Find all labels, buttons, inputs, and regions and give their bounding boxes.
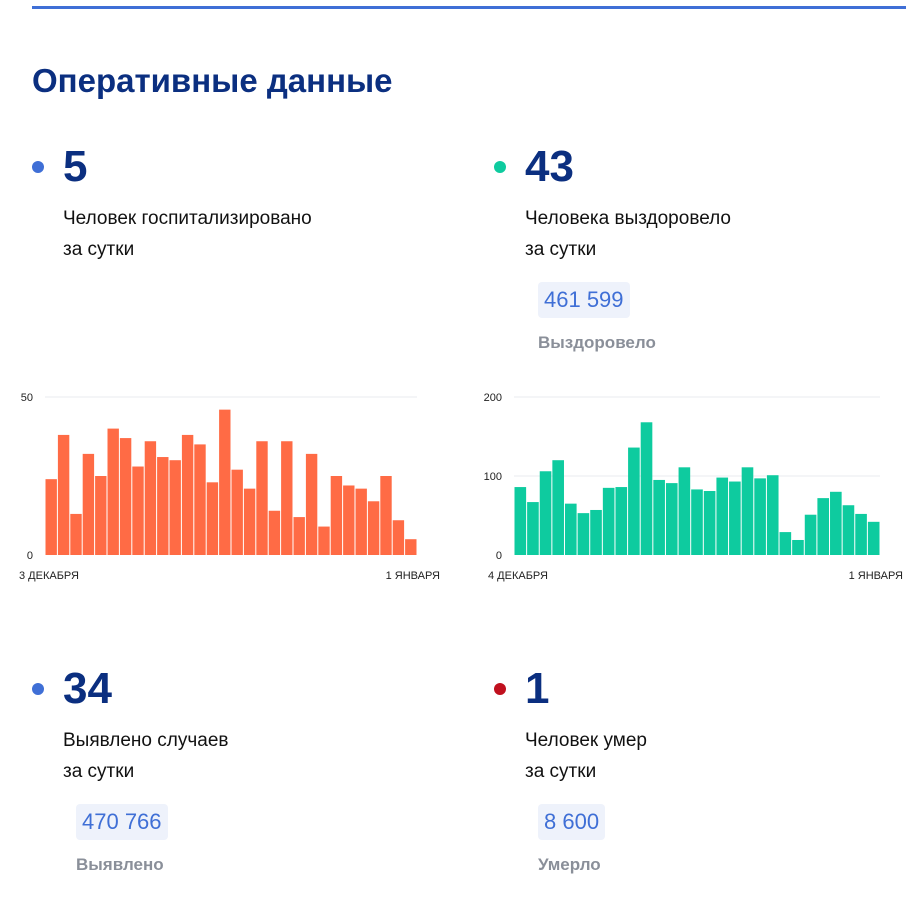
recovered-chart: 0 100 200 4 ДЕКАБРЯ 1 ЯНВАРЯ bbox=[484, 392, 903, 582]
recovered-chart-bar bbox=[754, 478, 766, 555]
hospitalized-chart-bar bbox=[268, 510, 281, 555]
recovered-chart-bar bbox=[729, 481, 741, 555]
recovered-chart-bar bbox=[779, 532, 792, 555]
recovered-chart-bar bbox=[766, 475, 779, 555]
deaths-total: 8 600 bbox=[538, 804, 606, 840]
recovered-chart-bar bbox=[716, 477, 729, 555]
recovered-chart-bar bbox=[665, 483, 678, 555]
hospitalized-chart-bar bbox=[132, 466, 144, 555]
deaths-desc-line2: за сутки bbox=[525, 761, 597, 782]
recovered-desc-line2: за сутки bbox=[525, 239, 597, 260]
recovered-chart-bar bbox=[552, 460, 564, 555]
deaths-value: 1 bbox=[525, 664, 550, 713]
recovered-chart-bar bbox=[703, 491, 716, 555]
cases-total-label: Выявлено bbox=[76, 855, 164, 874]
hospitalized-chart-y-tick-label: 0 bbox=[27, 550, 33, 562]
hospitalized-chart-bar bbox=[355, 488, 367, 555]
page-title: Оперативные данные bbox=[32, 62, 393, 99]
hospitalized-chart-bar bbox=[305, 453, 318, 555]
hospitalized-chart-bar bbox=[281, 441, 293, 555]
recovered-chart-y-tick-label: 100 bbox=[484, 471, 502, 483]
hospitalized-chart-bar bbox=[57, 434, 70, 555]
cases-description: Выявлено случаев за сутки bbox=[63, 725, 228, 787]
cases-desc-line1: Выявлено случаев bbox=[63, 730, 229, 751]
cases-dot-icon bbox=[32, 683, 44, 695]
hospitalized-value: 5 bbox=[63, 142, 88, 191]
deaths-description: Человек умер за сутки bbox=[525, 725, 647, 787]
recovered-total: 461 599 bbox=[538, 282, 630, 318]
hospitalized-chart: 0 50 3 ДЕКАБРЯ 1 ЯНВАРЯ bbox=[19, 392, 440, 582]
hospitalized-chart-bar bbox=[367, 501, 380, 555]
hospitalized-chart-bar bbox=[219, 409, 231, 555]
hospitalized-chart-bar bbox=[45, 479, 57, 555]
cases-desc-line2: за сутки bbox=[63, 761, 135, 782]
recovered-chart-bar bbox=[640, 422, 653, 555]
recovered-chart-bar bbox=[653, 479, 665, 555]
recovered-chart-bar bbox=[792, 539, 804, 555]
hospitalized-chart-bar bbox=[181, 434, 194, 555]
deaths-desc-line1: Человек умер bbox=[525, 730, 647, 751]
hospitalized-chart-bar bbox=[95, 476, 107, 555]
recovered-description: Человека выздоровело за сутки bbox=[525, 203, 731, 265]
recovered-chart-bar bbox=[628, 447, 640, 555]
recovered-chart-x-end-label: 1 ЯНВАРЯ bbox=[849, 570, 903, 582]
recovered-chart-y-tick-label: 0 bbox=[496, 550, 502, 562]
recovered-chart-bar bbox=[867, 521, 880, 555]
hospitalized-description: Человек госпитализировано за сутки bbox=[63, 203, 312, 265]
hospitalized-chart-bar bbox=[392, 520, 405, 555]
hospitalized-desc-line2: за сутки bbox=[63, 239, 135, 260]
hospitalized-chart-bar bbox=[82, 453, 95, 555]
hospitalized-chart-bar bbox=[293, 517, 305, 555]
hospitalized-chart-x-start-label: 3 ДЕКАБРЯ bbox=[19, 570, 79, 582]
recovered-dot-icon bbox=[494, 161, 506, 173]
hospitalized-chart-bar bbox=[405, 539, 417, 555]
recovered-desc-line1: Человека выздоровело bbox=[525, 208, 732, 229]
hospitalized-chart-bar bbox=[169, 460, 181, 555]
hospitalized-chart-bar bbox=[318, 526, 330, 555]
top-accent-rule bbox=[32, 6, 906, 9]
hospitalized-desc-line1: Человек госпитализировано bbox=[63, 208, 312, 229]
recovered-chart-bar bbox=[514, 487, 527, 555]
recovered-chart-x-start-label: 4 ДЕКАБРЯ bbox=[488, 570, 548, 582]
recovered-chart-bar bbox=[678, 467, 691, 555]
recovered-chart-bar bbox=[539, 471, 552, 555]
recovered-chart-bar bbox=[741, 467, 754, 555]
recovered-chart-bar bbox=[564, 503, 577, 555]
hospitalized-chart-bar bbox=[206, 482, 219, 555]
deaths-total-label: Умерло bbox=[538, 855, 601, 874]
deaths-dot-icon bbox=[494, 683, 506, 695]
cases-value: 34 bbox=[63, 664, 112, 713]
recovered-chart-bar bbox=[577, 513, 590, 555]
recovered-chart-bar bbox=[527, 502, 539, 555]
hospitalized-chart-bar bbox=[119, 438, 132, 555]
hospitalized-dot-icon bbox=[32, 161, 44, 173]
recovered-chart-y-tick-label: 200 bbox=[484, 392, 502, 404]
hospitalized-chart-bar bbox=[194, 444, 206, 555]
hospitalized-chart-bar bbox=[157, 457, 169, 555]
hospitalized-chart-bar bbox=[380, 476, 392, 555]
recovered-value: 43 bbox=[525, 142, 574, 191]
recovered-chart-bar bbox=[817, 498, 830, 555]
hospitalized-chart-x-end-label: 1 ЯНВАРЯ bbox=[386, 570, 440, 582]
recovered-chart-bar bbox=[590, 509, 602, 555]
hospitalized-chart-bar bbox=[343, 485, 355, 555]
hospitalized-chart-bar bbox=[231, 469, 243, 555]
recovered-total-label: Выздоровело bbox=[538, 333, 656, 352]
hospitalized-chart-y-tick-label: 50 bbox=[21, 392, 33, 404]
hospitalized-chart-bar bbox=[144, 441, 157, 555]
recovered-chart-bar bbox=[842, 505, 855, 555]
recovered-chart-bar bbox=[602, 487, 615, 555]
hospitalized-chart-bar bbox=[330, 476, 343, 555]
recovered-chart-bar bbox=[855, 513, 867, 555]
cases-total: 470 766 bbox=[76, 804, 168, 840]
hospitalized-chart-bar bbox=[256, 441, 268, 555]
recovered-chart-bar bbox=[804, 514, 817, 555]
recovered-chart-bar bbox=[615, 487, 628, 555]
hospitalized-chart-bar bbox=[70, 513, 82, 555]
hospitalized-chart-bar bbox=[107, 428, 119, 555]
recovered-chart-bar bbox=[691, 489, 703, 555]
recovered-chart-bar bbox=[830, 491, 842, 555]
hospitalized-chart-bar bbox=[243, 488, 256, 555]
